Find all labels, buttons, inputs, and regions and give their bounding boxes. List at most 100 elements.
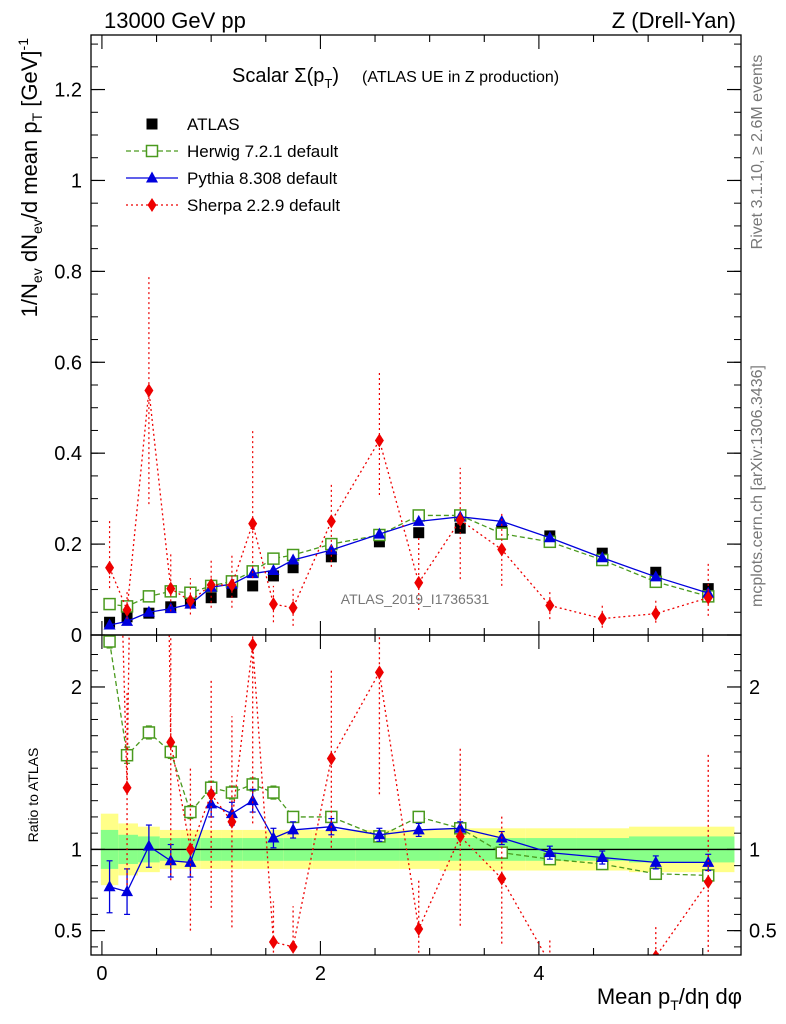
ratio-y-tick-label-left: 1 xyxy=(71,839,82,861)
data-point xyxy=(326,514,336,529)
rivet-label: Rivet 3.1.10, ≥ 2.6M events xyxy=(749,55,766,250)
y-axis-label: 1/Nev dNev/d mean pT [GeV]-1 xyxy=(15,38,45,318)
legend-entry: Pythia 8.308 default xyxy=(126,169,338,188)
data-point xyxy=(122,603,132,617)
legend: ATLAS Herwig 7.2.1 default Pythia 8.308 de… xyxy=(126,115,340,215)
ratio-point xyxy=(142,726,156,739)
plot-title-rest: (ATLAS UE in Z production) xyxy=(362,69,559,86)
y-tick-label: 0 xyxy=(71,625,82,647)
ratio-point xyxy=(246,794,259,806)
data-point xyxy=(373,536,385,548)
data-point xyxy=(142,590,156,603)
title-close: ) xyxy=(332,65,339,87)
series-solid-triangle xyxy=(103,510,715,630)
x-tick-label: 4 xyxy=(533,963,544,985)
data-point xyxy=(413,527,425,539)
ratio-point xyxy=(454,821,467,833)
ratio-series-solid-triangle xyxy=(103,788,715,915)
data-point xyxy=(267,552,280,565)
data-point xyxy=(325,543,338,555)
ratio-y-tick-label-right: 0.5 xyxy=(749,921,777,943)
ratio-point xyxy=(652,949,660,955)
data-point xyxy=(227,578,237,592)
data-point xyxy=(142,605,155,617)
plot-title: Scalar Σ(pT) xyxy=(232,65,339,91)
ratio-point xyxy=(206,787,216,802)
series-line-solid-triangle xyxy=(109,516,709,626)
series-dotted-diamond xyxy=(105,274,713,628)
ratio-point xyxy=(326,751,336,766)
legend-label: Sherpa 2.2.9 default xyxy=(187,196,340,215)
data-point xyxy=(121,614,134,626)
data-point xyxy=(649,570,662,582)
data-point xyxy=(247,580,259,592)
y-tick-label: 1 xyxy=(71,170,82,192)
title-sub: T xyxy=(324,76,332,91)
analysis-label: ATLAS_2019_I1736531 xyxy=(341,591,490,607)
y-tick-label: 0.4 xyxy=(54,443,82,465)
data-point xyxy=(651,606,661,621)
data-point xyxy=(703,590,713,605)
ratio-y-tick-label-right: 2 xyxy=(749,677,760,699)
ratio-point xyxy=(184,805,197,819)
mcplots-label: mcplots.cern.ch [arXiv:1306.3436] xyxy=(749,365,766,607)
data-point xyxy=(105,560,115,575)
data-point xyxy=(497,542,507,557)
ratio-y-tick-label-right: 1 xyxy=(749,839,760,861)
data-point xyxy=(103,618,116,630)
header-right: Z (Drell-Yan) xyxy=(612,8,736,33)
series-data xyxy=(104,522,714,628)
ratio-point xyxy=(121,885,134,897)
ratio-point xyxy=(248,637,258,652)
data-point xyxy=(374,433,384,448)
header-left: 13000 GeV pp xyxy=(104,8,246,33)
data-point xyxy=(164,602,177,614)
x-axis-label: Mean pT/dη dφ xyxy=(597,984,742,1013)
ratio-point xyxy=(103,880,116,892)
legend-label: Pythia 8.308 default xyxy=(187,169,338,188)
ratio-point xyxy=(267,831,280,843)
ratio-y-label: Ratio to ATLAS xyxy=(25,748,41,843)
legend-marker xyxy=(146,171,158,183)
data-point xyxy=(545,598,555,613)
legend-entry: Sherpa 2.2.9 default xyxy=(126,196,340,215)
ratio-point xyxy=(412,810,425,824)
ratio-point xyxy=(122,780,132,795)
data-point xyxy=(267,570,279,582)
ratio-point xyxy=(497,871,507,886)
data-point xyxy=(288,600,298,615)
y-tick-label: 0.8 xyxy=(54,261,82,283)
ratio-point xyxy=(288,939,298,954)
data-point xyxy=(103,597,116,611)
ratio-point xyxy=(185,842,195,857)
data-point xyxy=(185,593,195,608)
data-point xyxy=(248,516,258,531)
ratio-point xyxy=(105,144,114,158)
y-tick-label: 1.2 xyxy=(54,80,82,102)
ratio-series-dotted-diamond xyxy=(105,144,713,955)
ratio-point xyxy=(287,823,300,835)
y-tick-label: 0.6 xyxy=(54,352,82,374)
main-panel: 0 0.2 0.4 0.6 0.8 1 1.2 Scalar Σ(pT) (ATLAS UE… xyxy=(15,34,742,955)
title-main: Scalar Σ(p xyxy=(232,65,324,87)
legend-marker xyxy=(146,118,158,130)
ratio-point xyxy=(205,797,218,809)
ratio-point xyxy=(286,810,300,824)
ratio-point xyxy=(412,823,425,835)
ratio-point xyxy=(267,786,280,799)
ratio-point xyxy=(414,922,424,937)
legend-marker xyxy=(145,144,159,158)
ratio-point xyxy=(543,846,556,858)
x-tick-label: 0 xyxy=(96,963,107,985)
ratio-point xyxy=(225,807,238,819)
legend-entry: ATLAS xyxy=(146,115,240,134)
data-point xyxy=(268,597,278,612)
data-point xyxy=(287,553,300,565)
ratio-point xyxy=(227,814,237,829)
legend-label: ATLAS xyxy=(187,115,240,134)
data-point xyxy=(414,575,424,590)
ratio-point xyxy=(184,855,197,867)
data-point xyxy=(373,527,386,539)
ratio-point xyxy=(268,935,278,950)
